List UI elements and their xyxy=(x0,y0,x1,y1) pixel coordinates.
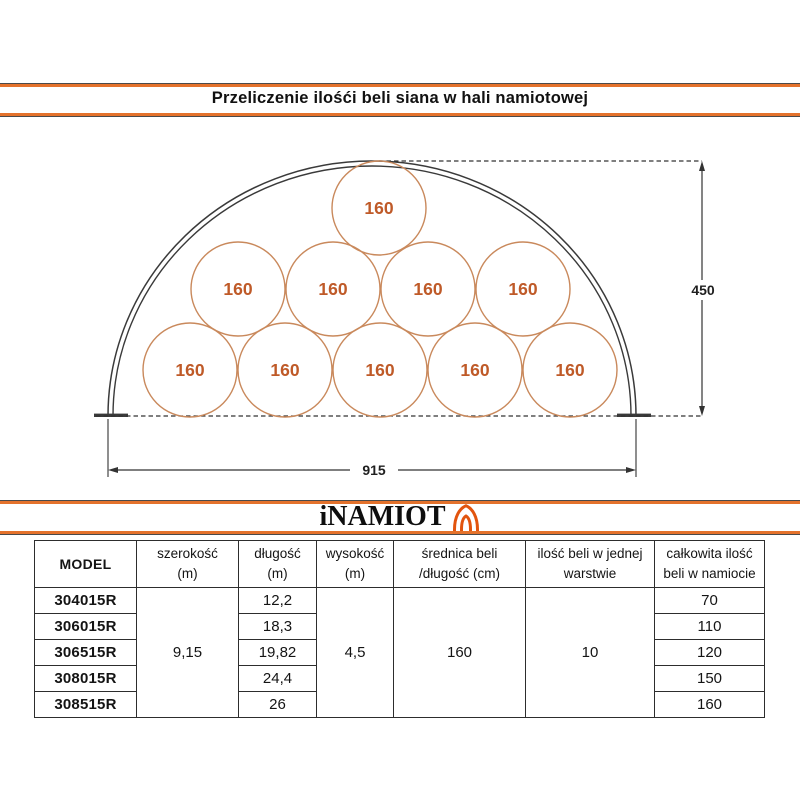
ground-bar-left xyxy=(94,413,128,417)
bale-label: 160 xyxy=(223,279,252,299)
bale-circle xyxy=(190,241,286,337)
bale-label: 160 xyxy=(318,279,347,299)
col-header-model: MODEL xyxy=(34,540,137,588)
height-arrow-up xyxy=(699,161,705,171)
height-label-mask xyxy=(684,280,722,300)
logo-band-top-rule xyxy=(0,500,800,504)
width-arrow-right xyxy=(626,467,636,473)
model-cell: 308015R xyxy=(34,665,137,692)
bale-label: 160 xyxy=(270,360,299,380)
bale-label: 160 xyxy=(175,360,204,380)
table-header-row: MODEL szerokość (m) długość (m) wysokość… xyxy=(34,540,765,588)
bale-label: 160 xyxy=(413,279,442,299)
tent-arch-icon xyxy=(452,503,479,531)
dlugosc-cell: 19,82 xyxy=(238,639,317,666)
table-row: 308015R 24,4 150 xyxy=(34,665,765,692)
col-header-calkowita: całkowita ilość beli w namiocie xyxy=(654,540,765,588)
brand-name: iNAMIOT xyxy=(319,501,446,532)
bale-circle xyxy=(237,322,333,418)
bale-circle xyxy=(475,241,571,337)
dlugosc-cell: 24,4 xyxy=(238,665,317,692)
table-row: 304015R 9,15 12,2 4,5 160 10 70 xyxy=(34,587,765,718)
calkowita-cell: 70 xyxy=(654,587,765,614)
table-row: 308515R 26 160 xyxy=(34,691,765,718)
bale-label: 160 xyxy=(508,279,537,299)
bale-label: 160 xyxy=(555,360,584,380)
height-arrow-down xyxy=(699,406,705,416)
dlugosc-cell: 18,3 xyxy=(238,613,317,640)
col-header-wysokosc: wysokość (m) xyxy=(316,540,394,588)
dlugosc-cell: 26 xyxy=(238,691,317,718)
col-header-ilosc-warstwa: ilość beli w jednej warstwie xyxy=(525,540,655,588)
title-band-top-rule xyxy=(0,83,800,87)
dlugosc-cell: 12,2 xyxy=(238,587,317,614)
col-header-dlugosc: długość (m) xyxy=(238,540,317,588)
table-row: 306015R 18,3 110 xyxy=(34,613,765,640)
height-dimension-label: 450 xyxy=(691,282,715,298)
ilosc-warstwa-merged-cell: 10 xyxy=(525,587,655,718)
calkowita-cell: 150 xyxy=(654,665,765,692)
bale-circle xyxy=(142,322,238,418)
brand-logo: iNAMIOT xyxy=(0,502,800,532)
bale-circle xyxy=(427,322,523,418)
width-dimension-label: 915 xyxy=(362,462,386,478)
bale-label: 160 xyxy=(460,360,489,380)
model-cell: 306015R xyxy=(34,613,137,640)
bale-circle xyxy=(331,160,427,256)
bale-circle xyxy=(285,241,381,337)
col-header-szerokosc: szerokość (m) xyxy=(136,540,239,588)
srednica-merged-cell: 160 xyxy=(393,587,526,718)
calkowita-cell: 160 xyxy=(654,691,765,718)
calkowita-cell: 110 xyxy=(654,613,765,640)
model-cell: 306515R xyxy=(34,639,137,666)
col-header-srednica: średnica beli /długość (cm) xyxy=(393,540,526,588)
bale-circle xyxy=(332,322,428,418)
tent-cross-section-diagram: 450 915 160 160 160 160 160 16 xyxy=(94,160,722,479)
width-arrow-left xyxy=(108,467,118,473)
bale-labels: 160 160 160 160 160 160 160 160 160 160 xyxy=(175,198,584,380)
model-cell: 308515R xyxy=(34,691,137,718)
bale-label: 160 xyxy=(364,198,393,218)
wysokosc-merged-cell: 4,5 xyxy=(316,587,394,718)
bale-circles xyxy=(142,160,618,418)
bale-label: 160 xyxy=(365,360,394,380)
spec-table: MODEL szerokość (m) długość (m) wysokość… xyxy=(34,540,765,718)
ground-bar-right xyxy=(617,413,651,417)
table-row: 306515R 19,82 120 xyxy=(34,639,765,666)
page-title: Przeliczenie ilośći beli siana w hali na… xyxy=(211,89,589,107)
width-label-mask xyxy=(350,460,398,479)
model-cell: 304015R xyxy=(34,587,137,614)
bale-circle xyxy=(522,322,618,418)
bale-circle xyxy=(380,241,476,337)
logo-band-bottom-rule xyxy=(0,531,800,535)
title-band-bottom-rule xyxy=(0,113,800,117)
szerokosc-merged-cell: 9,15 xyxy=(136,587,239,718)
calkowita-cell: 120 xyxy=(654,639,765,666)
tent-arch-inner-line xyxy=(112,165,632,417)
